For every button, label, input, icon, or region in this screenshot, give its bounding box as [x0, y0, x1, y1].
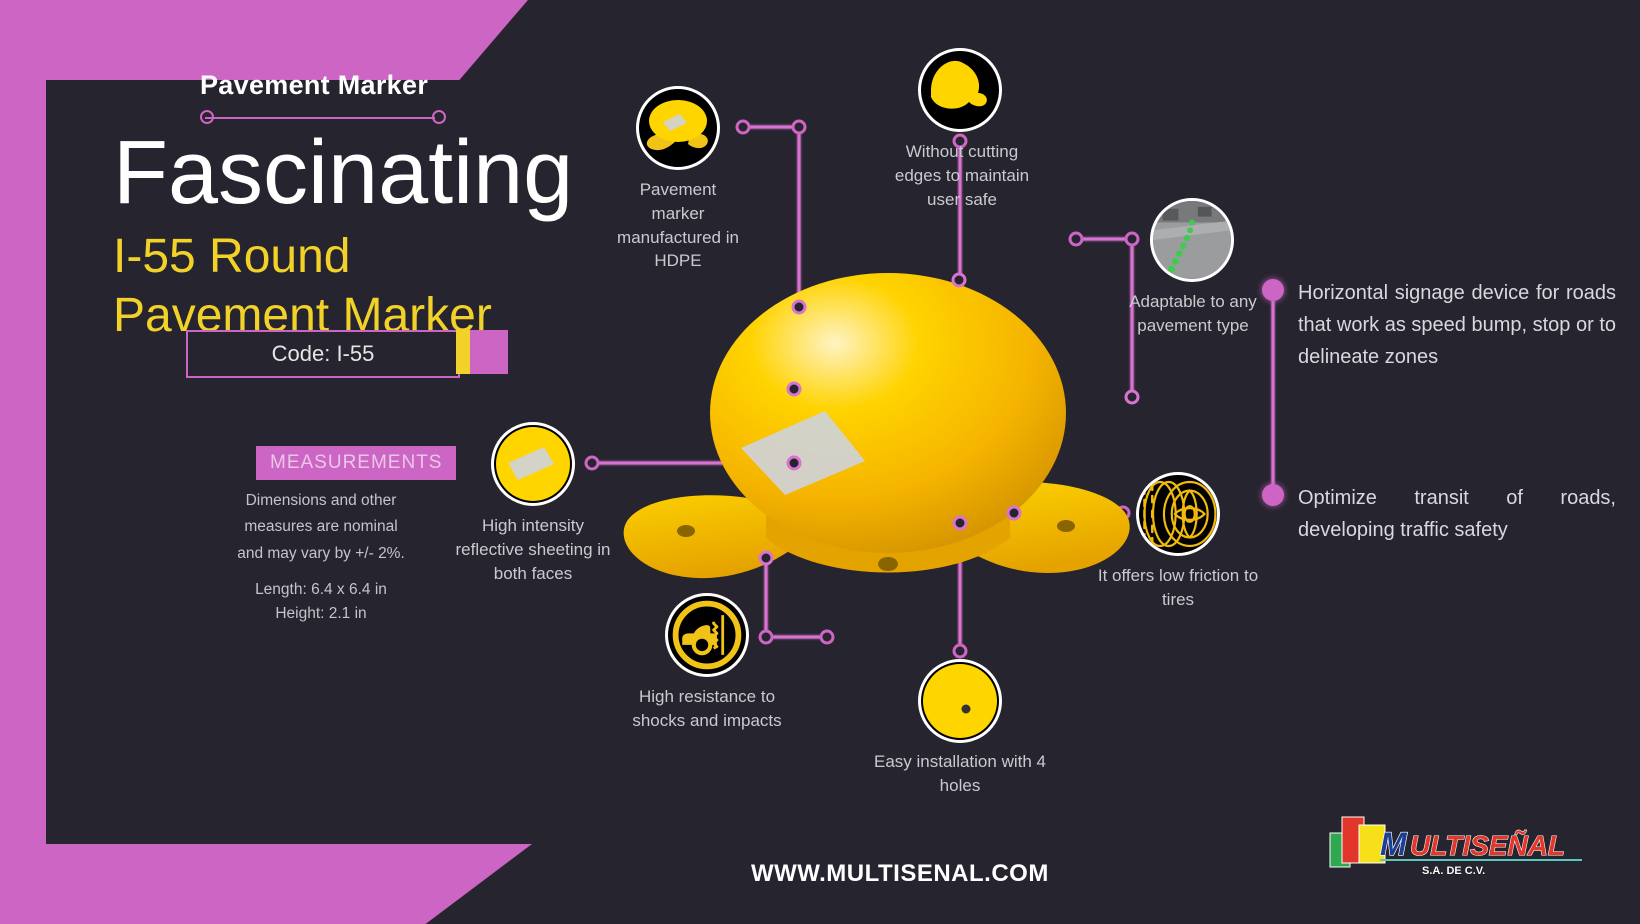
svg-text:M: M	[1380, 826, 1408, 862]
svg-text:S.A. DE C.V.: S.A. DE C.V.	[1422, 865, 1485, 877]
svg-text:ULTISEÑAL: ULTISEÑAL	[1410, 830, 1565, 861]
